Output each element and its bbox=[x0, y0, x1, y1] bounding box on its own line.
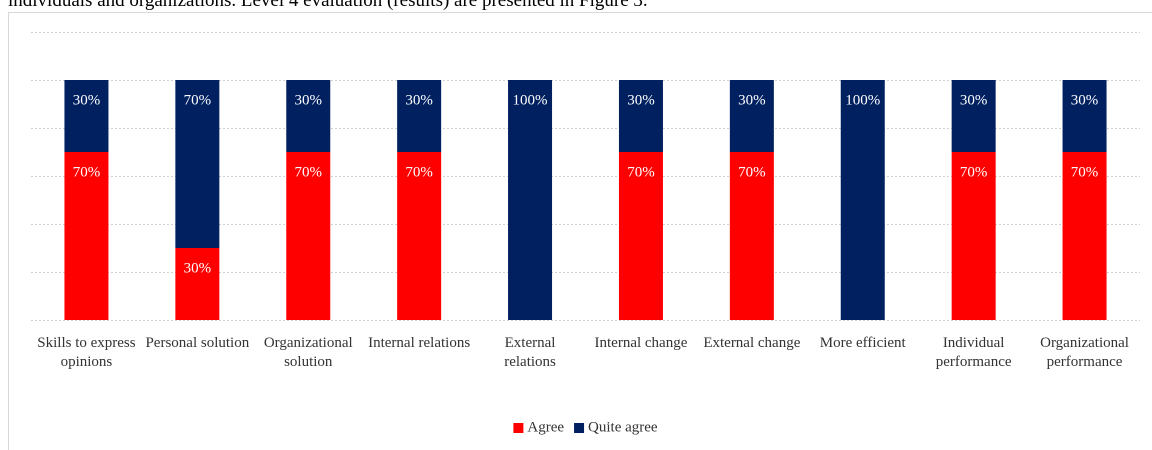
document-text: individuals and organizations. Level 4 e… bbox=[8, 0, 648, 11]
bar-segment bbox=[397, 80, 442, 152]
data-label: 70% bbox=[1071, 164, 1099, 180]
data-label: 100% bbox=[513, 92, 548, 108]
legend-swatch bbox=[574, 423, 585, 433]
data-label: 30% bbox=[627, 92, 655, 108]
bar-segment bbox=[286, 152, 331, 320]
bar-segment bbox=[1062, 152, 1107, 320]
bar-segment bbox=[175, 248, 220, 320]
data-label: 30% bbox=[184, 260, 212, 276]
bar-segment bbox=[64, 152, 109, 320]
data-label: 70% bbox=[405, 164, 433, 180]
bar-segment bbox=[618, 80, 663, 152]
legend-swatch bbox=[513, 423, 524, 433]
data-label: 70% bbox=[627, 164, 655, 180]
bar-segment bbox=[64, 80, 109, 152]
bar-segment bbox=[951, 152, 996, 320]
x-tick-label: Skills to express opinions bbox=[37, 335, 136, 370]
data-label: 70% bbox=[960, 164, 988, 180]
bar-segment bbox=[175, 80, 220, 248]
bar-segment bbox=[840, 80, 885, 320]
bar-segment bbox=[618, 152, 663, 320]
x-tick-label: Individual performance bbox=[935, 335, 1012, 370]
legend-label: Quite agree bbox=[588, 419, 658, 435]
data-label: 30% bbox=[738, 92, 766, 108]
legend-label: Agree bbox=[527, 419, 564, 435]
x-tick-label: Organizational solution bbox=[263, 335, 353, 370]
data-label: 100% bbox=[845, 92, 880, 108]
data-label: 70% bbox=[738, 164, 766, 180]
x-tick-label: Personal solution bbox=[145, 335, 250, 351]
x-tick-label: External relations bbox=[504, 335, 556, 370]
data-label: 30% bbox=[960, 92, 988, 108]
data-label: 70% bbox=[73, 164, 101, 180]
data-label: 30% bbox=[295, 92, 323, 108]
data-label: 30% bbox=[405, 92, 433, 108]
x-tick-label: Internal relations bbox=[368, 335, 471, 351]
x-tick-label: More efficient bbox=[819, 335, 906, 351]
bar-segment bbox=[397, 152, 442, 320]
data-label: 70% bbox=[295, 164, 323, 180]
data-label: 70% bbox=[184, 92, 212, 108]
data-label: 30% bbox=[1071, 92, 1099, 108]
data-label: 30% bbox=[73, 92, 101, 108]
chart-frame bbox=[8, 12, 1152, 450]
bar-segment bbox=[1062, 80, 1107, 152]
x-tick-label: Internal change bbox=[594, 335, 688, 351]
bar-segment bbox=[729, 152, 774, 320]
bar-segment bbox=[508, 80, 553, 320]
x-tick-label: External change bbox=[703, 335, 801, 351]
bar-segment bbox=[286, 80, 331, 152]
bar-segment bbox=[729, 80, 774, 152]
bar-segment bbox=[951, 80, 996, 152]
x-tick-label: Organizational performance bbox=[1040, 335, 1129, 370]
